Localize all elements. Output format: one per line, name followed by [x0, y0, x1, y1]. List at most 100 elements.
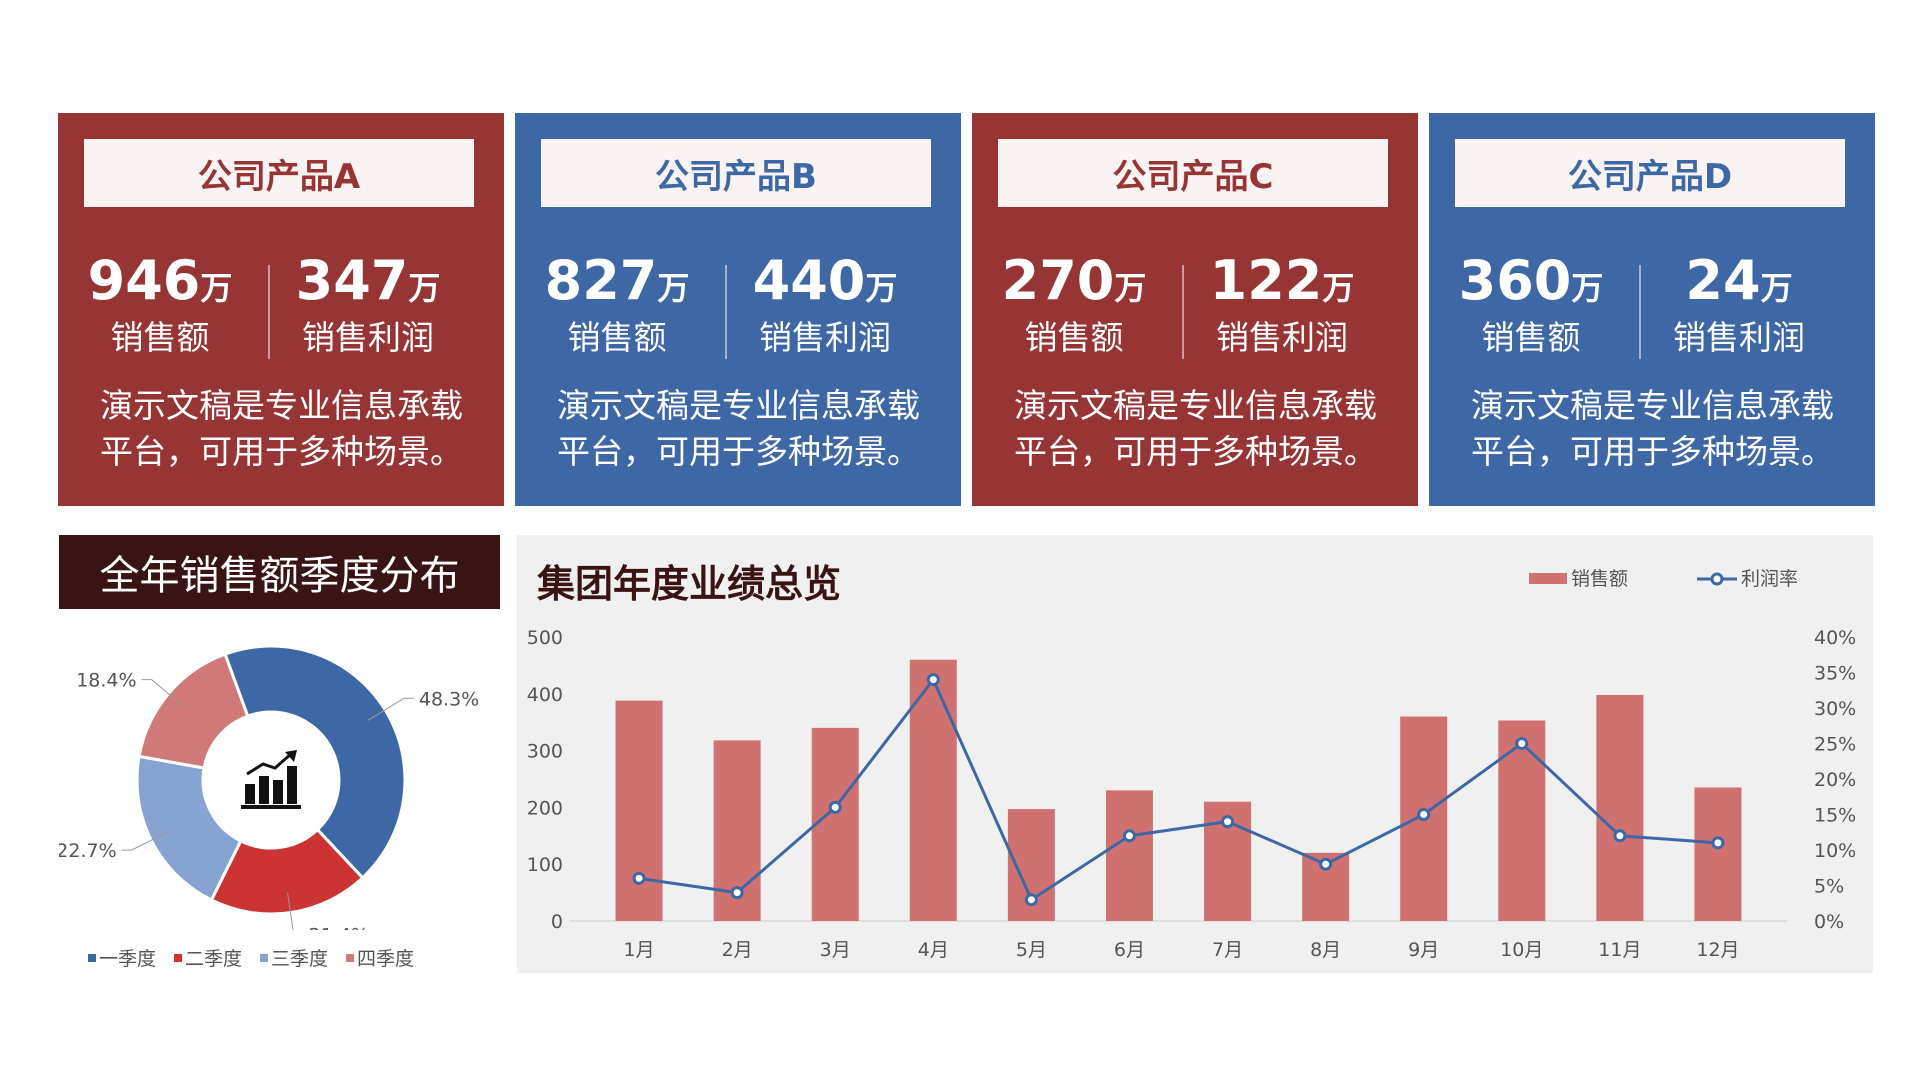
product-description: 演示文稿是专业信息承载 平台，可用于多种场景。 [557, 383, 937, 475]
profit-value: 122 [1209, 249, 1323, 312]
x-axis-tick-label: 5月 [1016, 939, 1047, 961]
product-title: 公司产品B [541, 139, 931, 207]
sales-label: 销售额 [110, 318, 210, 357]
pie-legend-item: 三季度 [260, 944, 328, 971]
product-card: 公司产品B 827万 销售额 440万 销售利润 演示文稿是专业信息承载 平台，可用于多种场… [515, 113, 961, 506]
sales-value: 270 [1001, 249, 1115, 312]
y-axis-tick-label: 400 [527, 684, 563, 706]
desc-line-1: 演示文稿是专业信息承载 [557, 386, 920, 425]
combo-chart-panel: 集团年度业绩总览 0 100 200 300 400 500 0% 5% 10% 15% 20% 25… [517, 535, 1873, 973]
y2-axis-tick-label: 40% [1814, 627, 1856, 649]
legend-label: 三季度 [271, 948, 329, 970]
profit-label: 销售利润 [1216, 318, 1348, 357]
x-axis-tick-label: 8月 [1310, 939, 1341, 961]
legend-label: 一季度 [99, 948, 157, 970]
desc-line-2: 平台，可用于多种场景。 [1471, 432, 1834, 471]
legend-label: 销售额 [1571, 568, 1628, 590]
x-axis-tick-label: 3月 [820, 939, 851, 961]
x-axis-tick-label: 12月 [1696, 939, 1739, 961]
line-point [1024, 893, 1038, 907]
sales-metric: 360万 销售额 [1451, 249, 1611, 361]
line-point [1515, 737, 1529, 750]
desc-line-2: 平台，可用于多种场景。 [100, 432, 463, 471]
y-axis-tick-label: 200 [527, 797, 563, 819]
bar [615, 700, 663, 921]
legend-swatch [260, 953, 269, 962]
profit-unit: 万 [1760, 269, 1793, 307]
legend-swatch [346, 953, 355, 962]
sales-unit: 万 [657, 269, 690, 307]
y-axis-tick-label: 500 [527, 627, 563, 649]
sales-metric: 827万销售额 [537, 249, 697, 361]
profit-metric: 347万 销售利润 [288, 249, 448, 361]
legend-label: 二季度 [185, 948, 243, 970]
donut-data-label: 21.4% [309, 924, 369, 930]
metric-divider [1639, 265, 1641, 359]
y2-axis-tick-label: 10% [1814, 840, 1856, 862]
y-axis-tick-label: 300 [527, 741, 563, 763]
x-axis-tick-label: 11月 [1598, 939, 1641, 961]
product-description: 演示文稿是专业信息承载 平台，可用于多种场景。 [1471, 383, 1851, 475]
donut-data-label: 48.3% [419, 688, 479, 710]
sales-unit: 万 [1114, 269, 1147, 307]
product-title: 公司产品C [998, 139, 1388, 207]
combo-chart-title: 集团年度业绩总览 [537, 562, 842, 606]
combo-chart: 0 100 200 300 400 500 0% 5% 10% 15% 20% 25% 30% 35% 40… [527, 568, 1857, 961]
desc-line-2: 平台，可用于多种场景。 [557, 432, 920, 471]
sales-value: 827 [544, 249, 658, 312]
donut-slice [223, 644, 407, 880]
legend-swatch-bar [1529, 573, 1567, 584]
bar [1105, 790, 1153, 921]
profit-label: 销售利润 [1673, 318, 1805, 357]
line-point [1613, 829, 1627, 843]
line-point [926, 673, 940, 687]
sales-label: 销售额 [567, 318, 667, 357]
donut-leader-line [121, 830, 170, 851]
line-point [828, 800, 842, 814]
product-card: 公司产品A 946万 销售额 347万 销售利润 演示文稿是专业信息承载 平台，可用于多种场… [58, 113, 504, 506]
line-point [1711, 836, 1725, 850]
line-point [1221, 815, 1235, 829]
sales-unit: 万 [1571, 269, 1604, 307]
y2-axis-tick-label: 15% [1814, 805, 1856, 827]
combo-legend: 销售额 利润率 [1529, 568, 1798, 590]
desc-line-2: 平台，可用于多种场景。 [1014, 432, 1377, 471]
y-axis-tick-label: 0 [551, 911, 563, 933]
donut-slice [135, 754, 243, 903]
y2-axis-tick-label: 0% [1814, 911, 1844, 933]
donut-leader-line [287, 892, 294, 930]
donut-leader-line [367, 697, 414, 721]
bar [1498, 720, 1546, 921]
legend-label: 四季度 [357, 948, 415, 970]
x-axis-tick-label: 10月 [1500, 939, 1543, 961]
legend-swatch [88, 953, 96, 962]
line-point [632, 871, 646, 885]
y2-axis-tick-label: 5% [1814, 876, 1844, 898]
desc-line-1: 演示文稿是专业信息承载 [100, 386, 463, 425]
bar [811, 727, 859, 921]
product-description: 演示文稿是专业信息承载 平台，可用于多种场景。 [1014, 383, 1394, 475]
sales-metric: 946万 销售额 [80, 249, 240, 361]
bar [1694, 787, 1742, 921]
donut-chart: 48.3% 21.4% 22.7% 18.4% [59, 644, 479, 930]
x-axis-tick-label: 6月 [1114, 939, 1145, 961]
profit-metric: 24万 销售利润 [1659, 249, 1819, 361]
pie-legend: 一季度 二季度 三季度 四季度 [88, 944, 414, 971]
pie-chart-title: 全年销售额季度分布 [59, 535, 500, 609]
chart-growth-icon [241, 750, 301, 809]
profit-label: 销售利润 [759, 318, 891, 357]
metric-divider [1182, 265, 1184, 359]
metric-divider [725, 265, 727, 359]
desc-line-1: 演示文稿是专业信息承载 [1471, 386, 1834, 425]
legend-label: 利润率 [1741, 568, 1798, 590]
profit-value: 347 [295, 249, 409, 312]
y2-axis-tick-label: 35% [1814, 663, 1856, 685]
profit-unit: 万 [408, 269, 441, 307]
x-axis-tick-label: 9月 [1408, 939, 1439, 961]
donut-data-label: 18.4% [76, 670, 136, 692]
y2-axis-tick-label: 20% [1814, 769, 1856, 791]
product-card: 公司产品C 270万 销售额 122万 销售利润 演示文稿是专业信息承载 平台，可用于多种场… [972, 113, 1418, 506]
pie-legend-item: 一季度 [88, 944, 156, 971]
profit-unit: 万 [1322, 269, 1355, 307]
y-axis-tick-label: 100 [527, 854, 563, 876]
